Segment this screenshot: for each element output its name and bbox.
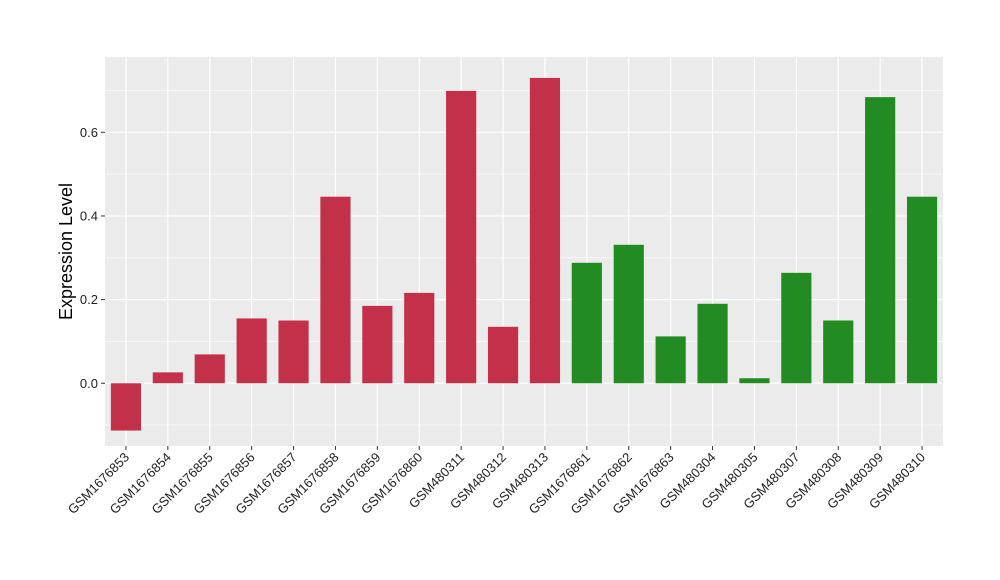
bar-GSM480305 [739, 378, 770, 384]
y-tick-label: 0.6 [80, 125, 98, 140]
x-axis-ticks: GSM1676853GSM1676854GSM1676855GSM1676856… [65, 446, 928, 517]
bar-GSM1676856 [236, 318, 267, 384]
bar-GSM480304 [697, 303, 728, 384]
bar-GSM1676857 [278, 320, 309, 384]
bar-GSM480310 [906, 196, 938, 384]
bar-GSM480312 [487, 326, 519, 384]
y-tick-label: 0.4 [80, 208, 98, 223]
bar-GSM480308 [823, 320, 854, 384]
y-tick-label: 0.2 [80, 292, 98, 307]
bar-GSM480311 [446, 90, 477, 384]
bar-GSM1676855 [194, 354, 225, 384]
bar-GSM1676853 [110, 383, 142, 431]
bar-GSM1676859 [362, 305, 393, 384]
bar-GSM1676860 [404, 292, 435, 384]
bar-GSM1676862 [613, 244, 644, 384]
y-tick-label: 0.0 [80, 376, 98, 391]
bar-GSM480309 [865, 97, 896, 384]
bar-GSM1676854 [152, 372, 183, 384]
bar-GSM1676861 [571, 262, 602, 384]
plot-panel [105, 57, 943, 446]
y-axis-ticks: 0.0 0.2 0.4 0.6 [80, 125, 105, 391]
y-axis-title: Expression Level [56, 183, 76, 320]
bar-GSM480313 [529, 77, 561, 384]
bars [110, 77, 938, 431]
bar-GSM1676863 [655, 336, 686, 384]
bar-GSM1676858 [320, 196, 351, 384]
bar-GSM480307 [781, 272, 812, 384]
